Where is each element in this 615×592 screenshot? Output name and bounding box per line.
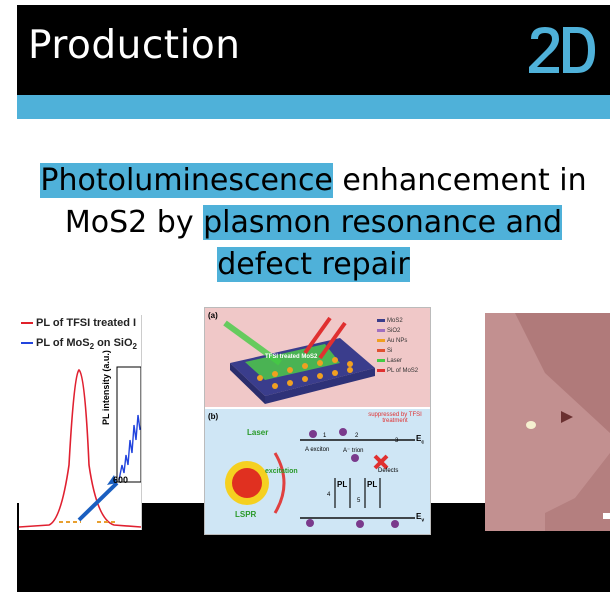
inset-xtick: 600 — [113, 475, 129, 485]
headline-highlight-3: defect repair — [217, 247, 410, 282]
mos2-flake-photo — [485, 313, 610, 531]
transition-5: 5 — [357, 498, 361, 504]
pl-spectrum-figure: PL of TFSI treated I PL of MoS2 on SiO2 … — [19, 315, 142, 530]
transition-1: 1 — [323, 433, 327, 439]
pl-label-2: PL — [367, 480, 378, 489]
panel-b-label: (b) — [208, 412, 219, 421]
headline: Photoluminescence enhancement in MoS2 by… — [17, 160, 610, 286]
headline-text-1: enhancement in — [332, 163, 587, 198]
schematic-drawing — [205, 308, 430, 534]
legend-tfsi: PL of TFSI treated I — [21, 317, 136, 329]
transition-3: 3 — [395, 438, 399, 444]
ev-label: Ev — [416, 512, 425, 524]
legend-item-si: Si — [377, 346, 418, 356]
pl-label-1: PL — [337, 480, 348, 489]
legend-item-mos2: MoS2 — [377, 316, 418, 326]
a-exciton-label: A exciton — [305, 447, 330, 453]
inset-ylabel: PL intensity (a.u.) — [101, 350, 111, 425]
accent-band — [17, 95, 610, 119]
lspr-label: LSPR — [235, 510, 257, 519]
panel-a-label: (a) — [208, 311, 218, 320]
headline-highlight-1: Photoluminescence — [40, 163, 333, 198]
legend-item-sio2: SiO2 — [377, 326, 418, 336]
sample-label: TFSI treated MoS2 — [265, 354, 318, 360]
headline-text-2: MoS2 by — [64, 205, 204, 240]
defects-label: Defects — [378, 468, 399, 474]
ec-label: Ec — [416, 434, 425, 446]
slide: Production Photoluminescence enhancement… — [17, 5, 610, 592]
pl-spectrum-plot — [19, 366, 141, 528]
legend-item-au: Au NPs — [377, 336, 418, 346]
header-bar: Production — [17, 5, 610, 95]
legend-mos2: PL of MoS2 on SiO2 — [21, 337, 137, 351]
2d-logo-icon — [529, 27, 595, 73]
laser-label: Laser — [247, 428, 269, 437]
slide-title: Production — [28, 23, 241, 68]
mechanism-schematic: (a) (b) MoS2 SiO2 Au NPs Si Laser PL of … — [204, 307, 431, 535]
excitation-label: excitation — [265, 468, 298, 475]
legend-item-laser: Laser — [377, 356, 418, 366]
schematic-legend: MoS2 SiO2 Au NPs Si Laser PL of MoS2 — [377, 316, 418, 376]
headline-highlight-2: plasmon resonance and — [203, 205, 563, 240]
transition-4: 4 — [327, 492, 331, 498]
legend-item-pl: PL of MoS2 — [377, 366, 418, 376]
flake-image — [485, 313, 610, 531]
transition-2: 2 — [355, 433, 359, 439]
suppressed-label: suppressed by TFSI treatment — [368, 412, 422, 424]
a-trion-label: A⁻ trion — [343, 448, 364, 454]
